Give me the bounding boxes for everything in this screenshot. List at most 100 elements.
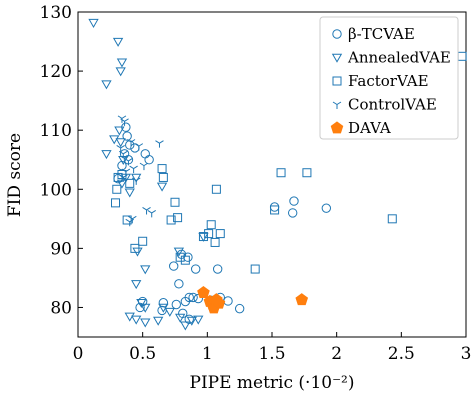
x-tick-label: 1 [202, 344, 213, 364]
data-point [193, 293, 203, 304]
data-point [130, 243, 140, 253]
x-tick-label: 3 [461, 344, 472, 364]
data-point [124, 157, 133, 166]
legend-marker [332, 76, 342, 86]
data-point [302, 168, 312, 178]
data-point [321, 203, 332, 213]
data-point [112, 37, 124, 47]
data-point [140, 265, 151, 275]
data-point [173, 247, 185, 257]
data-point [204, 229, 214, 239]
data-point [155, 140, 164, 148]
data-point [180, 321, 191, 331]
data-point [210, 237, 220, 247]
data-point [88, 18, 99, 28]
data-point [234, 303, 245, 314]
data-point [115, 138, 126, 148]
legend-marker [332, 101, 342, 109]
data-point [157, 164, 167, 174]
data-point [295, 293, 309, 306]
series-square [111, 51, 467, 274]
y-tick-label: 100 [40, 180, 72, 200]
x-tick-label: 2.5 [388, 344, 415, 364]
data-point [166, 215, 176, 225]
data-point [116, 58, 128, 68]
series-triangle-down [88, 18, 209, 331]
data-point [289, 196, 299, 206]
legend-label: AnnealedVAE [347, 49, 451, 67]
y-tick-label: 130 [40, 3, 72, 23]
data-point [193, 315, 204, 325]
data-point [212, 264, 223, 274]
data-point [175, 313, 186, 323]
data-point [184, 292, 194, 303]
data-point [170, 197, 180, 207]
data-point [169, 261, 179, 271]
data-point [206, 220, 216, 230]
data-point [131, 315, 142, 325]
data-point [101, 80, 112, 90]
data-point [190, 264, 201, 274]
data-point [180, 255, 190, 265]
data-point [111, 198, 121, 208]
data-point [122, 131, 132, 141]
data-point [156, 182, 168, 192]
y-tick-label: 110 [40, 121, 72, 141]
data-point [215, 229, 225, 239]
data-point [115, 67, 126, 77]
data-point [212, 296, 226, 309]
data-points [88, 18, 467, 331]
data-point [188, 292, 198, 303]
data-point [276, 168, 286, 178]
legend-label: DAVA [348, 119, 391, 137]
legend-marker [332, 29, 342, 39]
data-point [142, 207, 151, 215]
data-point [457, 51, 467, 61]
data-point [139, 162, 149, 171]
data-point [186, 316, 197, 326]
data-point [174, 279, 184, 289]
data-point [140, 149, 150, 159]
data-point [138, 236, 148, 246]
data-point [140, 303, 151, 313]
series-circle [113, 122, 332, 324]
data-point [129, 165, 138, 174]
data-point [126, 139, 136, 147]
data-point [171, 299, 181, 310]
data-point [287, 208, 298, 218]
data-point [173, 213, 183, 223]
data-point [131, 173, 142, 183]
data-point [198, 232, 208, 242]
data-point [223, 296, 233, 306]
data-point [147, 209, 156, 218]
data-point [131, 177, 141, 185]
y-tick-label: 90 [50, 239, 72, 259]
legend-marker [330, 121, 344, 134]
data-point [125, 218, 134, 227]
data-point [122, 215, 132, 225]
data-point [119, 174, 128, 182]
legend: β-TCVAE AnnealedVAE FactorVAE ControlVAE DAV… [319, 16, 459, 140]
data-point [153, 316, 164, 326]
data-point [109, 135, 120, 145]
data-point [197, 286, 210, 299]
legend-marker [331, 53, 343, 63]
series-tri-down [116, 115, 164, 227]
y-axis-label: FID score [5, 133, 25, 217]
data-point [119, 150, 128, 159]
x-tick-label: 2 [331, 344, 342, 364]
legend-label: β-TCVAE [348, 25, 415, 43]
x-tick-label: 1.5 [258, 344, 285, 364]
series-pentagon [197, 286, 309, 314]
data-point [158, 298, 169, 308]
data-point [131, 280, 142, 290]
x-axis-label: PIPE metric (·10⁻²) [190, 373, 355, 393]
data-point [270, 205, 280, 215]
data-point [134, 143, 144, 151]
data-point [144, 155, 154, 165]
data-point [387, 214, 397, 224]
data-point [250, 264, 260, 274]
legend-label: FactorVAE [348, 72, 429, 90]
x-tick-label: 0.5 [129, 344, 156, 364]
data-point [101, 150, 112, 160]
